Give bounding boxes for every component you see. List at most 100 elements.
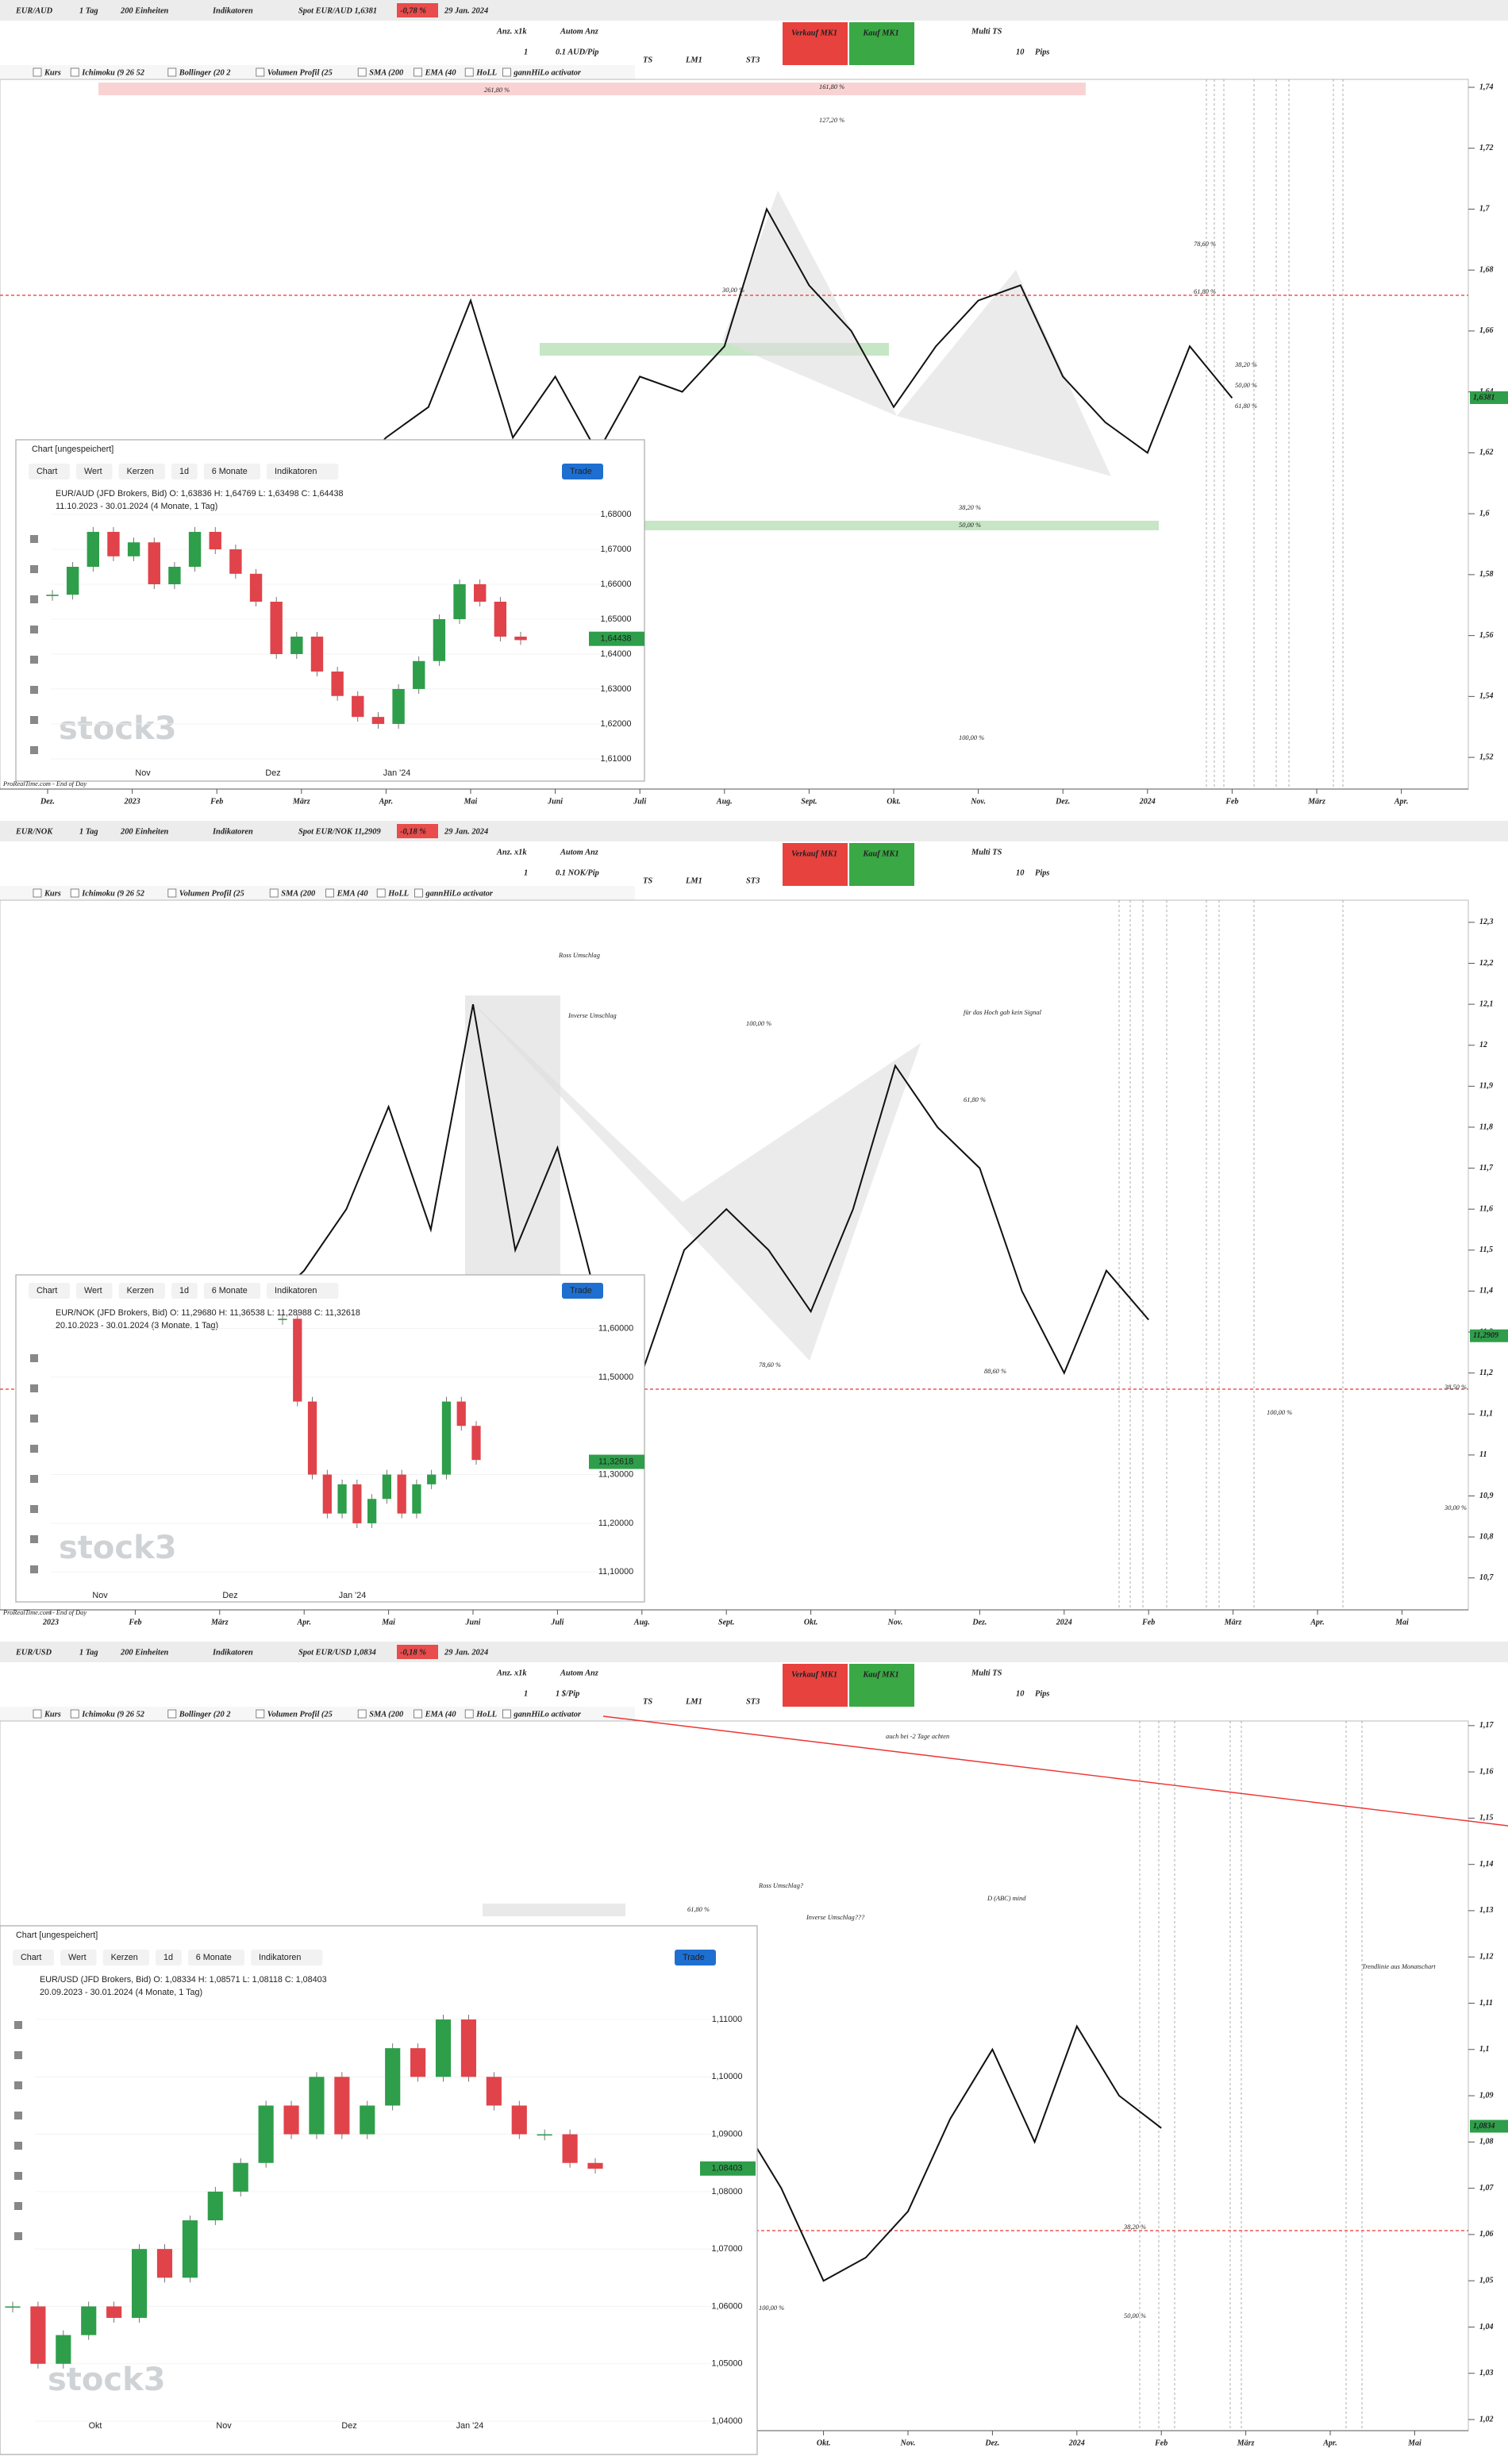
tool-icon[interactable] — [30, 686, 38, 694]
tool-icon[interactable] — [30, 656, 38, 664]
inset-button[interactable] — [29, 1283, 70, 1299]
inset-button-label[interactable]: 1d — [179, 1286, 189, 1296]
inset-button[interactable] — [102, 1950, 149, 1965]
inset-button[interactable] — [562, 1283, 603, 1299]
inset-button-label[interactable]: Indikatoren — [259, 1953, 301, 1962]
inset-button-label[interactable]: 1d — [179, 467, 189, 476]
checkbox[interactable] — [376, 888, 386, 898]
checkbox[interactable] — [325, 888, 335, 898]
checkbox[interactable] — [357, 1709, 367, 1719]
inset-button[interactable] — [118, 464, 165, 479]
checkbox[interactable] — [414, 1709, 422, 1719]
checkbox[interactable] — [256, 1709, 265, 1719]
inset-button[interactable] — [76, 1283, 113, 1299]
checkbox[interactable] — [502, 1709, 511, 1719]
buy-button[interactable] — [849, 22, 914, 65]
tool-icon[interactable] — [30, 565, 38, 573]
checkbox[interactable] — [70, 888, 79, 898]
inset-button-label[interactable]: Indikatoren — [275, 1286, 317, 1296]
checkbox[interactable] — [70, 1709, 79, 1719]
checkbox[interactable] — [167, 1709, 177, 1719]
sell-button[interactable] — [783, 843, 848, 886]
inset-button-label[interactable]: Wert — [68, 1953, 87, 1962]
inset-button-label[interactable]: Kerzen — [127, 1286, 154, 1296]
tool-icon[interactable] — [30, 595, 38, 603]
toolbar-indicators[interactable]: Indikatoren — [212, 827, 253, 836]
checkbox[interactable] — [414, 67, 422, 77]
inset-button[interactable] — [171, 1283, 198, 1299]
inset-button[interactable] — [13, 1950, 54, 1965]
inset-button-label[interactable]: 6 Monate — [196, 1953, 232, 1962]
inset-button-label[interactable]: 6 Monate — [212, 1286, 248, 1296]
tool-icon[interactable] — [30, 1354, 38, 1362]
inset-button[interactable] — [267, 464, 339, 479]
toolbar-units[interactable]: 200 Einheiten — [120, 1648, 169, 1657]
inset-button[interactable] — [118, 1283, 165, 1299]
toolbar-interval[interactable]: 1 Tag — [79, 6, 98, 15]
toolbar-symbol[interactable]: EUR/NOK — [15, 827, 53, 836]
inset-button-label[interactable]: Kerzen — [111, 1953, 138, 1962]
checkbox[interactable] — [269, 888, 279, 898]
tool-icon[interactable] — [30, 535, 38, 543]
tool-icon[interactable] — [30, 716, 38, 724]
checkbox[interactable] — [33, 67, 42, 77]
tool-icon[interactable] — [30, 746, 38, 754]
toolbar-units[interactable]: 200 Einheiten — [120, 6, 169, 15]
checkbox[interactable] — [464, 1709, 474, 1719]
checkbox[interactable] — [414, 888, 423, 898]
checkbox[interactable] — [167, 67, 177, 77]
inset-button-label[interactable]: Chart — [37, 467, 57, 476]
inset-button-label[interactable]: Trade — [683, 1953, 705, 1962]
tool-icon[interactable] — [30, 1415, 38, 1423]
checkbox[interactable] — [70, 67, 79, 77]
sell-button[interactable] — [783, 1664, 848, 1707]
checkbox[interactable] — [33, 888, 42, 898]
inset-button[interactable] — [203, 1283, 260, 1299]
buy-button[interactable] — [849, 1664, 914, 1707]
toolbar-interval[interactable]: 1 Tag — [79, 1648, 98, 1657]
tool-icon[interactable] — [30, 1535, 38, 1543]
tool-icon[interactable] — [30, 1475, 38, 1483]
toolbar-indicators[interactable]: Indikatoren — [212, 1648, 253, 1657]
sell-button[interactable] — [783, 22, 848, 65]
inset-button-label[interactable]: Trade — [570, 467, 592, 476]
buy-button[interactable] — [849, 843, 914, 886]
inset-button-label[interactable]: Chart — [21, 1953, 41, 1962]
checkbox[interactable] — [33, 1709, 42, 1719]
inset-button[interactable] — [675, 1950, 716, 1965]
checkbox[interactable] — [464, 67, 474, 77]
inset-button[interactable] — [171, 464, 198, 479]
checkbox[interactable] — [256, 67, 265, 77]
inset-button[interactable] — [267, 1283, 339, 1299]
tool-icon[interactable] — [30, 1565, 38, 1573]
inset-button[interactable] — [29, 464, 70, 479]
tool-icon[interactable] — [30, 1505, 38, 1513]
checkbox[interactable] — [357, 67, 367, 77]
tool-icon[interactable] — [14, 2142, 22, 2150]
inset-button-label[interactable]: Wert — [84, 467, 102, 476]
inset-button-label[interactable]: Trade — [570, 1286, 592, 1296]
toolbar-symbol[interactable]: EUR/USD — [15, 1648, 52, 1657]
tool-icon[interactable] — [30, 1445, 38, 1453]
inset-button-label[interactable]: Chart — [37, 1286, 57, 1296]
tool-icon[interactable] — [14, 2081, 22, 2089]
inset-button-label[interactable]: Wert — [84, 1286, 102, 1296]
inset-button[interactable] — [562, 464, 603, 479]
tool-icon[interactable] — [14, 2232, 22, 2240]
inset-button-label[interactable]: 6 Monate — [212, 467, 248, 476]
tool-icon[interactable] — [14, 2051, 22, 2059]
toolbar-units[interactable]: 200 Einheiten — [120, 827, 169, 836]
checkbox[interactable] — [502, 67, 511, 77]
toolbar-symbol[interactable]: EUR/AUD — [15, 6, 53, 15]
tool-icon[interactable] — [14, 2112, 22, 2119]
tool-icon[interactable] — [30, 1384, 38, 1392]
inset-button[interactable] — [76, 464, 113, 479]
inset-button[interactable] — [60, 1950, 97, 1965]
inset-button-label[interactable]: Indikatoren — [275, 467, 317, 476]
inset-button-label[interactable]: 1d — [163, 1953, 173, 1962]
inset-button[interactable] — [187, 1950, 244, 1965]
inset-button-label[interactable]: Kerzen — [127, 467, 154, 476]
tool-icon[interactable] — [14, 2172, 22, 2180]
toolbar-indicators[interactable]: Indikatoren — [212, 6, 253, 15]
tool-icon[interactable] — [14, 2202, 22, 2210]
